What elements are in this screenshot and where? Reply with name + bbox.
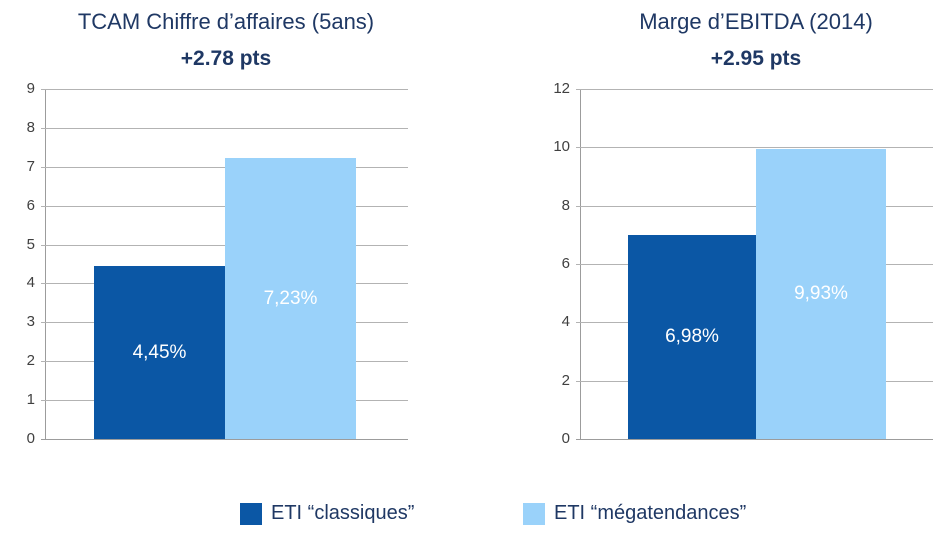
plot-area: 6,98% 9,93% bbox=[576, 89, 933, 440]
bar-eti-classiques bbox=[628, 235, 756, 439]
bar-eti-classiques bbox=[94, 266, 225, 439]
y-tick-label: 1 bbox=[26, 391, 35, 408]
y-tick-label: 8 bbox=[26, 119, 35, 136]
chart-title: TCAM Chiffre d’affaires (5ans) bbox=[77, 9, 375, 34]
bar-value-label: 7,23% bbox=[263, 288, 318, 309]
gridline bbox=[576, 89, 933, 90]
chart-title: Marge d’EBITDA (2014) bbox=[639, 9, 873, 34]
bar-value-label: 4,45% bbox=[132, 342, 187, 363]
plot-area: 4,45% 7,23% bbox=[41, 89, 408, 440]
bar-value-label: 9,93% bbox=[794, 283, 848, 304]
gridline bbox=[41, 206, 408, 207]
y-tick-label: 4 bbox=[26, 274, 35, 291]
y-tick-label: 2 bbox=[26, 352, 35, 369]
y-tick-label: 0 bbox=[561, 430, 570, 447]
bar-eti-megatendances bbox=[225, 158, 356, 439]
legend-swatch-dark-blue bbox=[240, 502, 262, 525]
legend-label: ETI “classiques” bbox=[271, 502, 415, 524]
y-tick-label: 6 bbox=[26, 197, 35, 214]
y-tick-label: 5 bbox=[26, 236, 35, 253]
chart-subtitle-delta: +2.95 pts bbox=[710, 47, 802, 70]
y-tick-label: 12 bbox=[553, 80, 570, 97]
y-tick-label: 9 bbox=[26, 80, 35, 97]
legend-label: ETI “mégatendances” bbox=[554, 502, 747, 524]
chart-subtitle-delta: +2.78 pts bbox=[180, 47, 272, 70]
y-tick-label: 4 bbox=[561, 313, 570, 330]
gridline bbox=[576, 206, 933, 207]
y-tick-label: 7 bbox=[26, 158, 35, 175]
y-tick-label: 2 bbox=[561, 372, 570, 389]
gridline bbox=[41, 89, 408, 90]
y-tick-label: 8 bbox=[561, 197, 570, 214]
y-tick-label: 10 bbox=[553, 138, 570, 155]
gridline bbox=[41, 245, 408, 246]
y-tick-label: 0 bbox=[26, 430, 35, 447]
gridline bbox=[41, 128, 408, 129]
x-axis-line bbox=[576, 439, 933, 440]
gridline bbox=[576, 147, 933, 148]
bar-eti-megatendances bbox=[756, 149, 886, 439]
y-tick-label: 6 bbox=[561, 255, 570, 272]
legend-item-eti-classiques: ETI “classiques” bbox=[240, 502, 414, 525]
x-axis-line bbox=[41, 439, 408, 440]
bar-value-label: 6,98% bbox=[665, 326, 719, 347]
y-tick-label: 3 bbox=[26, 313, 35, 330]
gridline bbox=[41, 167, 408, 168]
legend-swatch-light-blue bbox=[523, 502, 545, 525]
legend-item-eti-megatendances: ETI “mégatendances” bbox=[523, 502, 746, 525]
